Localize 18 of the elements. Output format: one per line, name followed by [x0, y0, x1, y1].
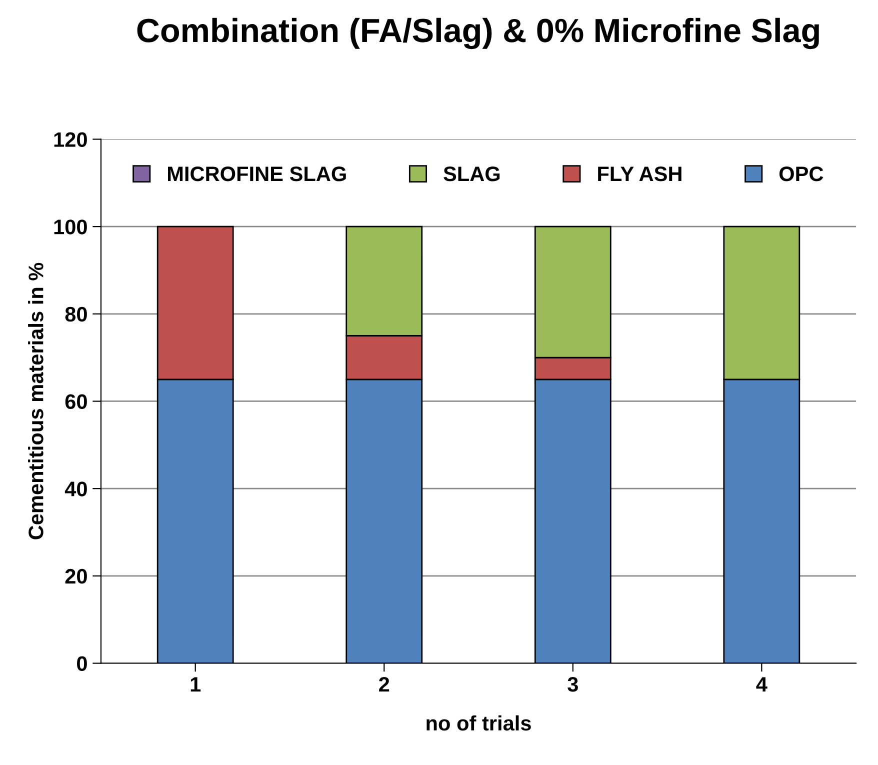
y-tick-label: 120	[54, 132, 87, 147]
y-tick-label: 0	[77, 656, 87, 672]
legend-label: MICROFINE SLAG	[168, 166, 346, 182]
legend-label: SLAG	[444, 166, 500, 182]
chart-title: Combination (FA/Slag) & 0% Microfine Slag	[137, 18, 819, 50]
x-axis-title: no of trials	[426, 715, 531, 731]
y-tick-label: 100	[54, 220, 87, 234]
x-tick-label: 3	[568, 677, 578, 692]
y-tick-label: 40	[64, 482, 87, 496]
y-tick-label: 60	[65, 394, 87, 409]
legend-label: OPC	[779, 166, 824, 182]
y-tick-label: 20	[65, 568, 87, 584]
y-axis-title: Cementitious materials in %	[28, 262, 44, 540]
x-tick-label: 4	[756, 677, 768, 692]
x-tick-label: 2	[379, 677, 390, 692]
y-tick-label: 80	[65, 306, 87, 322]
x-tick-label: 1	[190, 677, 201, 692]
legend-label: FLY ASH	[598, 166, 682, 182]
